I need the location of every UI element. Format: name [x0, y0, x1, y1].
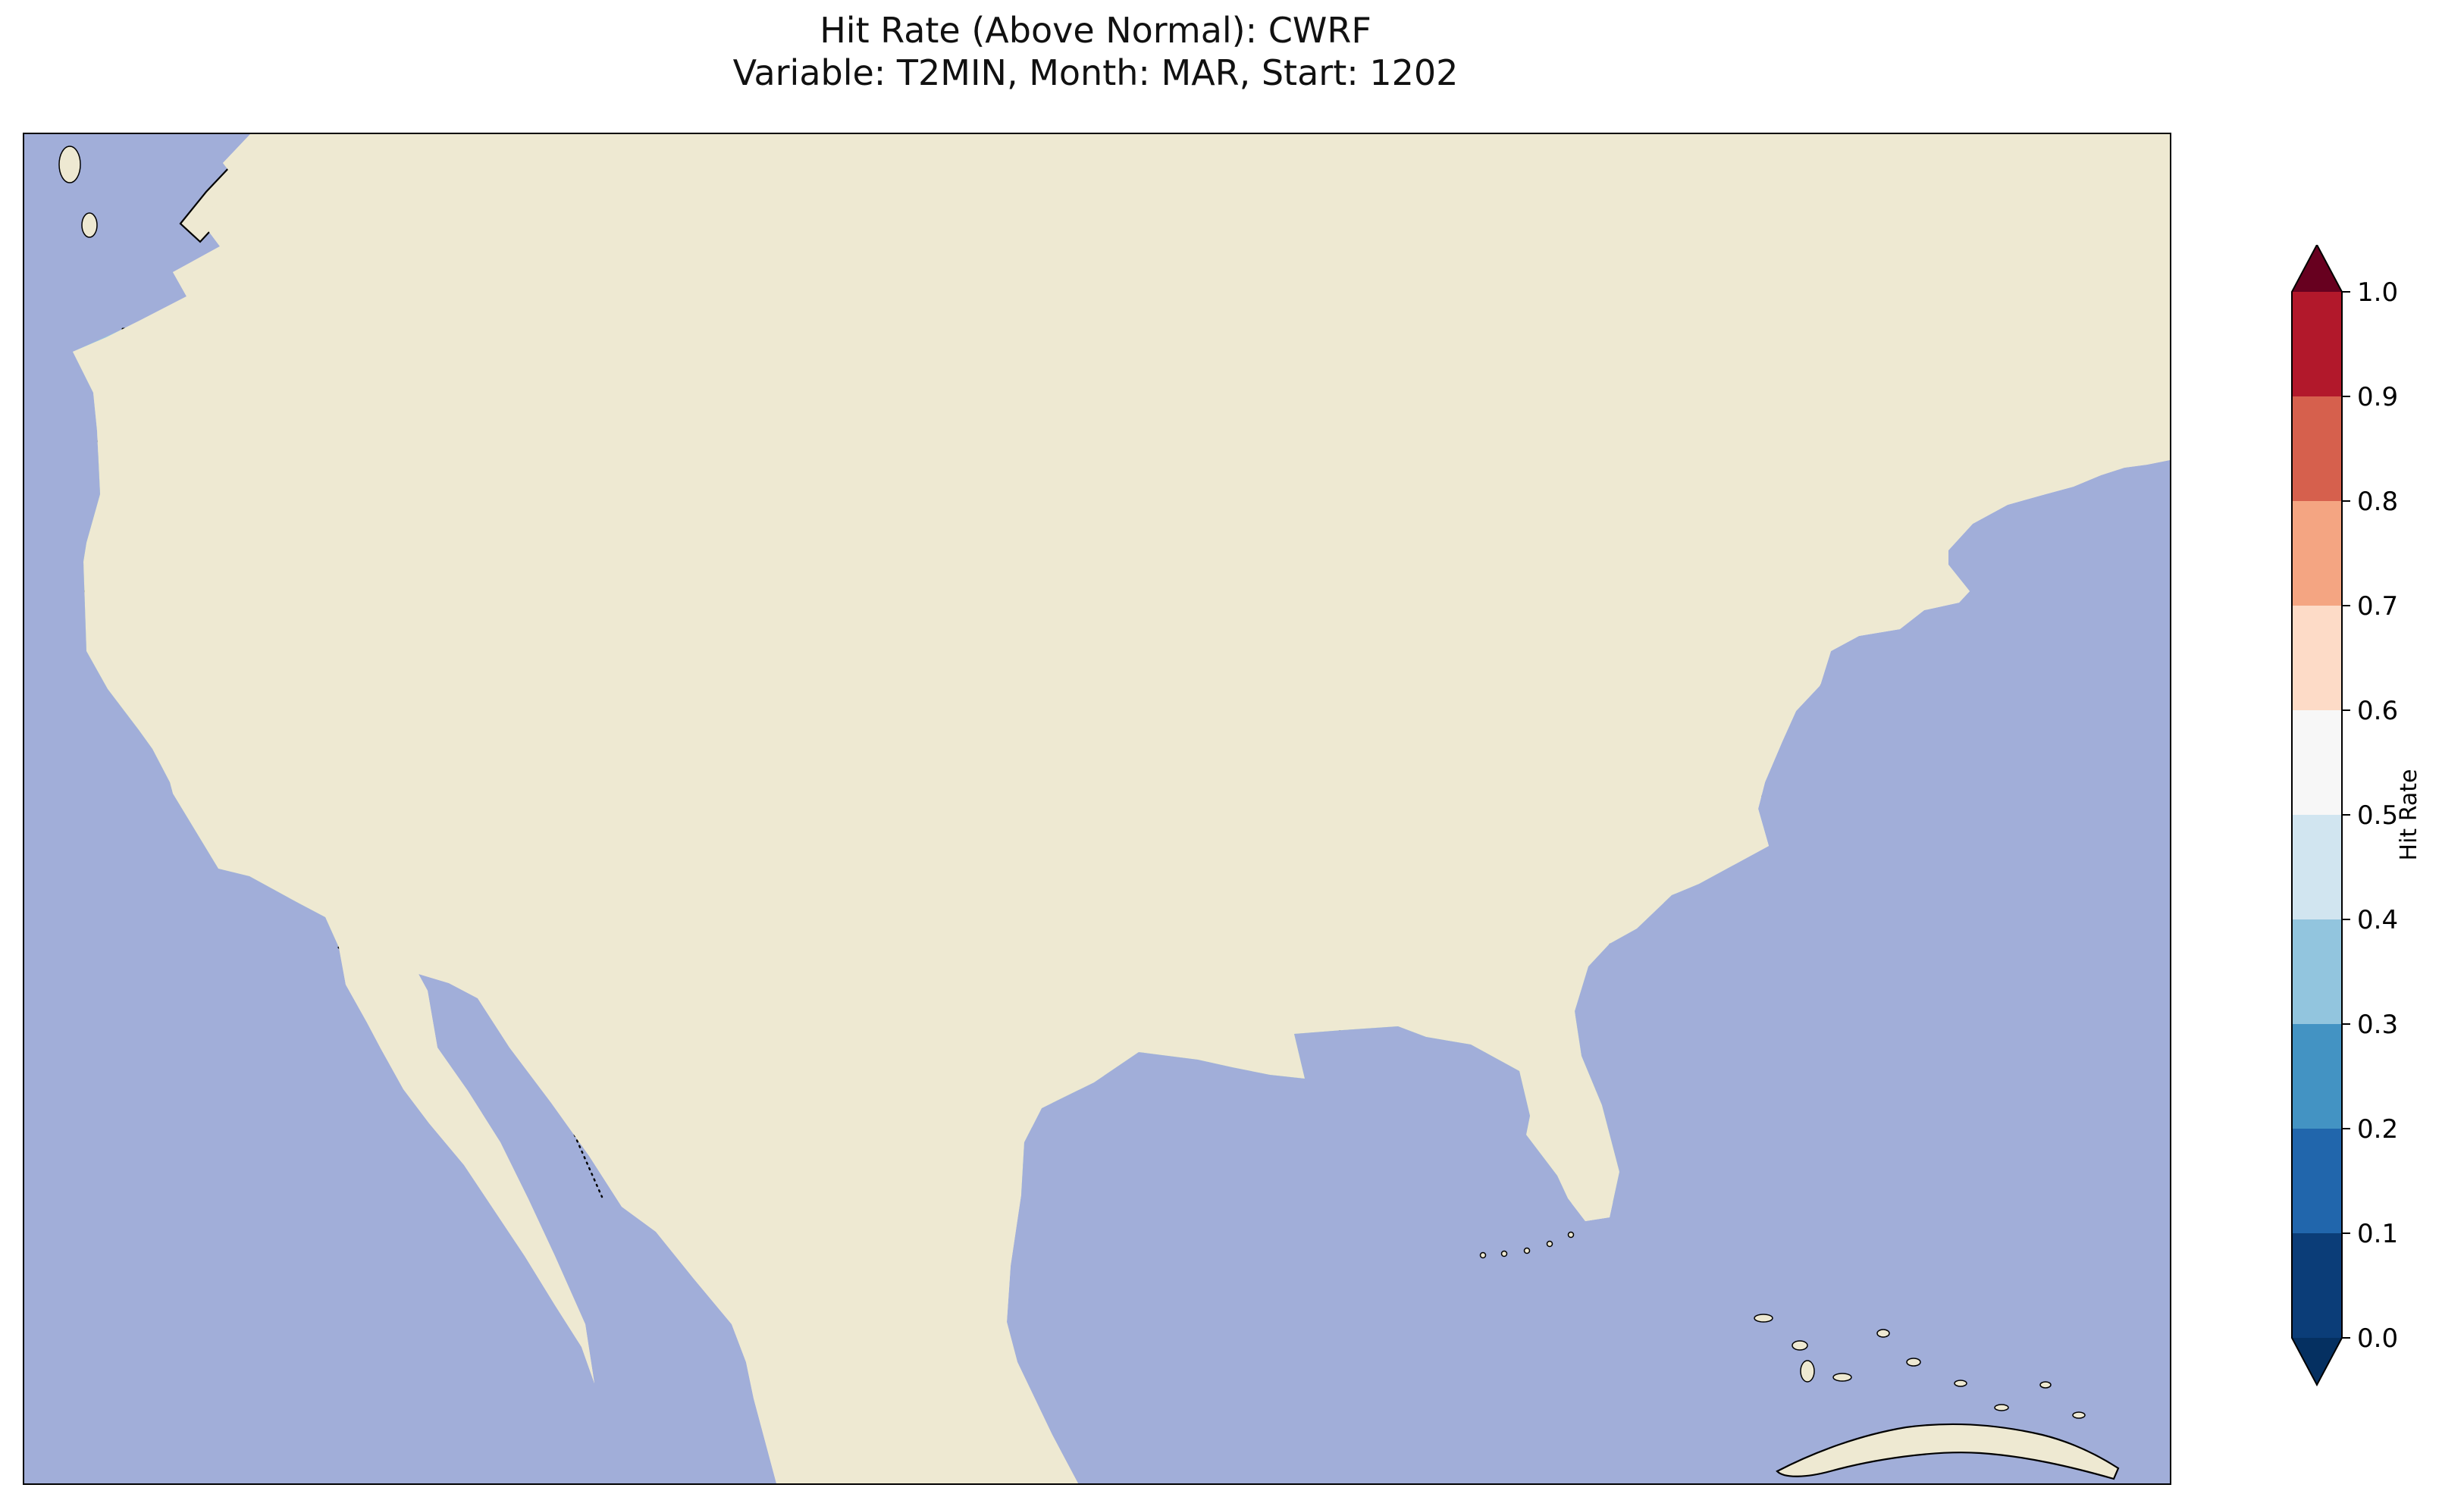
colorbar-segment	[2292, 1024, 2342, 1129]
bahamas-islands	[1754, 1314, 2086, 1419]
colorbar-tick-label: 0.4	[2357, 905, 2398, 935]
colorbar-tick-label: 1.0	[2357, 277, 2398, 308]
colorbar-tick-label: 0.8	[2357, 487, 2398, 517]
pacific-island	[81, 212, 98, 238]
figure-title: Hit Rate (Above Normal): CWRF Variable: …	[23, 9, 2168, 94]
colorbar-tick-label: 0.6	[2357, 696, 2398, 726]
colorbar-segment	[2292, 710, 2342, 815]
colorbar-segment	[2292, 815, 2342, 919]
colorbar-segment	[2292, 396, 2342, 501]
us-hit-rate-map	[24, 134, 2170, 1483]
figure-title-line1: Hit Rate (Above Normal): CWRF	[820, 10, 1372, 51]
colorbar-segment	[2292, 1233, 2342, 1338]
colorbar-tick-label: 0.9	[2357, 382, 2398, 412]
colorbar-over-arrow	[2292, 245, 2342, 292]
map-axes	[23, 133, 2171, 1485]
colorbar-tick-label: 0.0	[2357, 1323, 2398, 1354]
colorbar-segment	[2292, 292, 2342, 396]
figure-title-line2: Variable: T2MIN, Month: MAR, Start: 1202	[732, 52, 1459, 94]
colorbar-segment	[2292, 1129, 2342, 1233]
colorbar-svg: Hit Rate 1.0 0.9 0.8 0.7 0.6 0.5 0.4 0.3 0.2 0.1 0…	[2291, 243, 2422, 1387]
colorbar-axis-label: Hit Rate	[2396, 769, 2422, 861]
colorbar: Hit Rate 1.0 0.9 0.8 0.7 0.6 0.5 0.4 0.3 0.2 0.1 0…	[2286, 243, 2445, 1389]
colorbar-segment	[2292, 606, 2342, 710]
colorbar-tick-label: 0.5	[2357, 800, 2398, 831]
colorbar-segment	[2292, 501, 2342, 606]
colorbar-tick-label: 0.1	[2357, 1219, 2398, 1249]
colorbar-tick-label: 0.2	[2357, 1114, 2398, 1145]
florida-keys	[1479, 1231, 1575, 1259]
cuba	[1776, 1423, 2120, 1480]
colorbar-under-arrow	[2292, 1338, 2342, 1385]
pacific-island	[58, 146, 81, 183]
colorbar-tick-label: 0.3	[2357, 1010, 2398, 1040]
colorbar-tick-label: 0.7	[2357, 591, 2398, 622]
colorbar-segment	[2292, 919, 2342, 1024]
